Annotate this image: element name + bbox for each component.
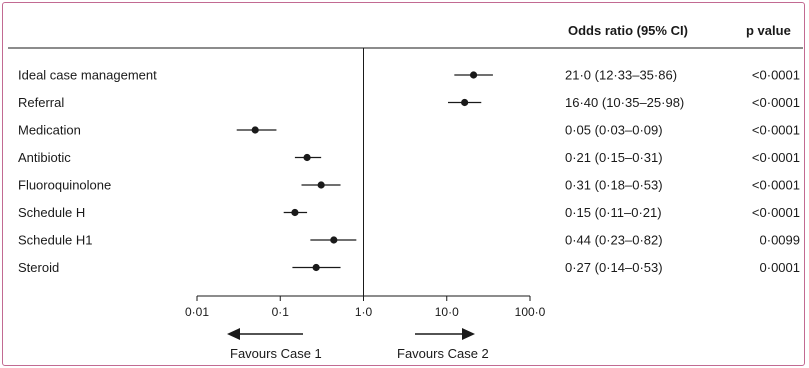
odds-ratio-point: [291, 208, 299, 217]
x-tick-label: 0·01: [185, 305, 209, 319]
p-value-text: <0·0001: [752, 95, 800, 110]
p-value-text: 0·0099: [760, 233, 800, 248]
p-value-text: <0·0001: [752, 150, 800, 165]
x-tick-label: 100·0: [515, 305, 546, 319]
forest-row: Antibiotic 0·21 (0·15–0·31) <0·0001: [18, 150, 800, 165]
favours-case-2-label: Favours Case 2: [397, 346, 489, 361]
forest-rows: Ideal case management 21·0 (12·33–35·86) <…: [18, 48, 800, 296]
forest-row: Schedule H 0·15 (0·11–0·21) <0·0001: [18, 205, 800, 220]
p-value-text: <0·0001: [752, 178, 800, 193]
favours-left-arrow-head: [227, 328, 240, 340]
favours-right-arrow-head: [462, 328, 475, 340]
row-label: Medication: [18, 123, 81, 138]
row-label: Antibiotic: [18, 150, 71, 165]
odds-ratio-ci-text: 0·15 (0·11–0·21): [565, 205, 662, 220]
p-value-text: <0·0001: [752, 205, 800, 220]
row-label: Ideal case management: [18, 68, 157, 83]
odds-ratio-point: [469, 71, 478, 79]
odds-ratio-ci-text: 0·31 (0·18–0·53): [565, 178, 663, 193]
odds-ratio-column-header: Odds ratio (95% CI): [568, 23, 688, 38]
x-tick-label: 0·1: [272, 305, 290, 319]
favours-annotations: Favours Case 1 Favours Case 2: [227, 328, 489, 361]
row-label: Schedule H: [18, 205, 85, 220]
odds-ratio-ci-text: 0·27 (0·14–0·53): [565, 260, 663, 275]
row-label: Referral: [18, 95, 64, 110]
favours-case-1-label: Favours Case 1: [230, 346, 322, 361]
odds-ratio-point: [317, 181, 325, 189]
forest-row: Medication 0·05 (0·03–0·09) <0·0001: [18, 123, 800, 138]
odds-ratio-ci-text: 0·05 (0·03–0·09): [565, 123, 663, 138]
p-value-text: <0·0001: [752, 68, 800, 83]
forest-row: Schedule H1 0·44 (0·23–0·82) 0·0099: [18, 233, 800, 248]
odds-ratio-ci-text: 0·21 (0·15–0·31): [565, 150, 663, 165]
odds-ratio-ci-text: 16·40 (10·35–25·98): [565, 95, 684, 110]
odds-ratio-point: [303, 153, 311, 162]
row-label: Steroid: [18, 260, 59, 275]
x-tick-label: 1·0: [355, 305, 373, 319]
forest-row: Fluoroquinolone 0·31 (0·18–0·53) <0·0001: [18, 178, 800, 193]
odds-ratio-ci-text: 21·0 (12·33–35·86): [565, 68, 677, 83]
odds-ratio-point: [461, 98, 469, 107]
p-value-text: <0·0001: [752, 123, 800, 138]
odds-ratio-point: [312, 263, 320, 272]
forest-row: Steroid 0·27 (0·14–0·53) 0·0001: [18, 260, 800, 275]
odds-ratio-point: [330, 236, 338, 244]
forest-row: Ideal case management 21·0 (12·33–35·86) <…: [18, 68, 800, 83]
p-value-column-header: p value: [746, 23, 791, 38]
row-label: Fluoroquinolone: [18, 178, 111, 193]
row-label: Schedule H1: [18, 233, 92, 248]
x-axis: 0·01 0·1 1·0 10·0 100·0: [185, 295, 546, 319]
forest-row: Referral 16·40 (10·35–25·98) <0·0001: [18, 95, 800, 110]
odds-ratio-ci-text: 0·44 (0·23–0·82): [565, 233, 663, 248]
p-value-text: 0·0001: [760, 260, 800, 275]
odds-ratio-point: [251, 126, 259, 134]
x-tick-label: 10·0: [435, 305, 459, 319]
